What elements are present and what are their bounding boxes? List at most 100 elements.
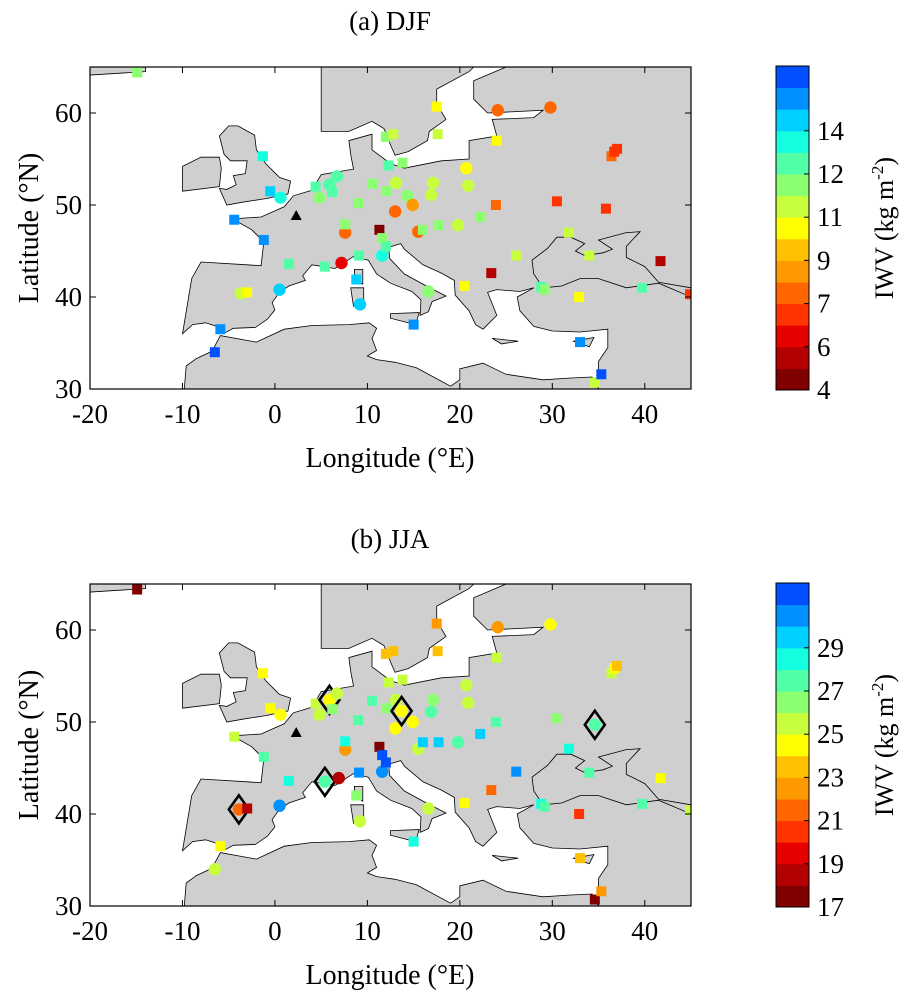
station-square-marker: [353, 715, 364, 726]
x-tick-label: 30: [539, 399, 566, 429]
station-square-marker: [340, 219, 351, 230]
station-circle-marker: [338, 743, 352, 756]
colorbar-segment: [776, 152, 809, 175]
colorbar-segment: [776, 217, 809, 240]
station-square-marker: [353, 198, 364, 209]
colorbar-segment: [776, 820, 809, 843]
station-circle-marker: [388, 205, 402, 218]
station-square-marker: [265, 703, 276, 714]
station-square-marker: [551, 196, 562, 207]
y-tick-label: 50: [55, 190, 82, 220]
station-circle-marker: [313, 708, 326, 721]
station-square-marker: [327, 187, 338, 198]
station-circle-marker: [313, 191, 326, 204]
panel-a-x-ticks: -20 -10 0 10 20 30 40: [72, 67, 658, 429]
station-circle-marker: [375, 249, 389, 262]
x-tick-label: 0: [268, 399, 282, 429]
station-square-marker: [367, 178, 378, 189]
station-square-marker: [388, 129, 399, 140]
panel-b-colorbar: 17 19 21 23 25 27 29: [775, 582, 844, 922]
station-square-marker: [685, 289, 691, 300]
land-shape: [182, 673, 222, 709]
panel-a-title: (a) DJF: [349, 6, 431, 36]
colorbar-frame: [775, 582, 810, 908]
station-circle-marker: [388, 722, 402, 735]
station-square-marker: [584, 767, 595, 778]
colorbar-segment: [776, 734, 809, 757]
station-square-marker: [539, 284, 550, 295]
station-square-marker: [655, 773, 666, 784]
station-circle-marker: [273, 799, 286, 812]
station-square-marker: [490, 717, 501, 727]
colorbar-tick-label: 12: [817, 159, 844, 189]
colorbar-tick-label: 25: [817, 719, 844, 749]
station-circle-marker: [332, 771, 345, 785]
x-tick-label: 20: [446, 916, 473, 946]
station-square-marker: [397, 674, 408, 685]
land-shape: [491, 855, 519, 862]
station-square-marker: [380, 757, 391, 768]
colorbar-segment: [776, 669, 809, 692]
station-square-marker: [539, 801, 550, 812]
station-square-marker: [475, 211, 486, 222]
station-square-marker: [383, 677, 394, 688]
land-shape: [320, 67, 475, 156]
station-circle-marker: [424, 188, 438, 202]
station-square-marker: [612, 143, 623, 154]
colorbar-segment: [776, 647, 809, 670]
station-triangle-marker: [290, 727, 302, 738]
y-tick-label: 30: [55, 891, 82, 921]
colorbar-tick-label: 27: [817, 676, 844, 706]
colorbar-segment: [776, 368, 809, 391]
station-square-marker: [432, 129, 443, 140]
station-square-marker: [377, 233, 388, 244]
x-tick-label: 0: [268, 916, 282, 946]
station-square-marker: [575, 337, 586, 348]
station-triangle-marker: [290, 210, 302, 221]
station-square-marker: [132, 67, 143, 78]
station-square-marker: [283, 258, 294, 269]
y-tick-label: 40: [55, 799, 82, 829]
x-tick-label: -20: [72, 916, 108, 946]
station-square-marker: [612, 660, 623, 671]
station-square-marker: [215, 841, 226, 852]
panel-a-y-label: Latitude (°N): [14, 153, 45, 303]
station-circle-marker: [461, 179, 475, 192]
panel-b-axes-frame: [89, 583, 692, 907]
station-square-marker: [374, 741, 385, 752]
panel-b-map: [90, 584, 691, 906]
colorbar-tick-label: 19: [817, 849, 844, 879]
land-shape: [90, 839, 599, 906]
station-square-marker: [380, 131, 391, 142]
colorbar-segment: [776, 626, 809, 649]
station-square-marker: [574, 292, 585, 302]
station-square-marker: [354, 250, 365, 261]
station-circle-marker: [338, 226, 352, 239]
station-square-marker: [433, 220, 444, 231]
panel-a-markers: [132, 67, 691, 388]
station-square-marker: [431, 101, 442, 112]
panel-b-title: (b) JJA: [351, 524, 430, 554]
station-circle-marker: [330, 170, 344, 183]
colorbar-tick-label: 21: [817, 806, 844, 836]
x-tick-label: 20: [446, 399, 473, 429]
colorbar-tick-label: 4: [817, 375, 831, 405]
panel-a-colorbar-label: IWV (kg m-2): [868, 157, 899, 299]
station-circle-marker: [544, 101, 557, 114]
y-tick-label: 60: [55, 98, 82, 128]
colorbar-tick-label: 7: [817, 289, 831, 319]
station-square-marker: [475, 728, 486, 739]
station-square-marker: [381, 703, 392, 714]
station-square-marker: [589, 894, 600, 905]
station-circle-marker: [426, 693, 440, 707]
colorbar-segment: [776, 238, 809, 261]
station-square-marker: [584, 250, 595, 261]
colorbar-frame: [775, 65, 810, 391]
station-square-marker: [408, 836, 419, 847]
station-square-marker: [351, 790, 362, 801]
colorbar-segment: [776, 66, 809, 89]
station-circle-marker: [426, 176, 440, 190]
x-tick-label: 40: [631, 916, 658, 946]
station-square-marker: [589, 377, 600, 388]
